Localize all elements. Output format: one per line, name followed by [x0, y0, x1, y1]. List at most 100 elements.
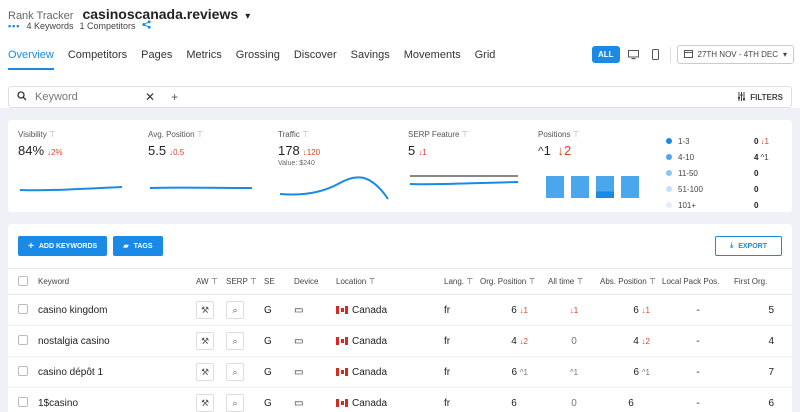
stat-value: 5.5	[148, 143, 167, 158]
export-button[interactable]: ⤓ EXPORT	[715, 236, 782, 256]
keyword-cell[interactable]: nostalgia casino	[38, 325, 196, 357]
date-range-picker[interactable]: 27TH NOV - 4TH DEC ▾	[676, 45, 794, 64]
col-aw-label: AW	[196, 277, 209, 286]
col-org-position[interactable]: Org. Position ⊤	[480, 268, 548, 295]
legend-row[interactable]: 4-10 4 ^1	[666, 149, 778, 165]
keyword-cell[interactable]: 1$casino	[38, 387, 196, 412]
tab-savings[interactable]: Savings	[350, 49, 390, 61]
legend-row[interactable]: 101+ 0	[666, 197, 778, 213]
device-date-controls: ALL 27TH NOV - 4TH DEC ▾	[591, 45, 794, 64]
location-label: Canada	[352, 397, 388, 409]
keyword-count: 4 Keywords	[26, 20, 74, 31]
table-row[interactable]: 1$casino ⚒ ⌕ G ▭ Canada fr 6 0 6 - 6	[8, 387, 792, 412]
tab-grid[interactable]: Grid	[474, 49, 496, 61]
serp-search-icon[interactable]: ⌕	[226, 332, 244, 350]
project-name[interactable]: casinoscanada.reviews	[82, 6, 239, 22]
all-devices-button[interactable]: ALL	[591, 46, 620, 63]
se-google-icon: G	[264, 387, 294, 412]
share-icon[interactable]	[141, 20, 151, 31]
tab-discover[interactable]: Discover	[293, 49, 337, 61]
legend-row[interactable]: 1-3 0 ↓1	[666, 133, 778, 149]
stat-value: 178	[278, 143, 300, 158]
desktop-device-icon: ▭	[294, 325, 336, 357]
all-time-cell: 0	[548, 325, 600, 357]
abs-delta: 1	[645, 367, 650, 377]
stat-visibility[interactable]: Visibility ⊤ 84% ↓2%	[18, 130, 63, 158]
pin-icon[interactable]: ⊤	[196, 130, 204, 139]
project-dropdown-icon[interactable]: ▾	[245, 11, 251, 22]
col-device[interactable]: Device	[294, 268, 336, 295]
first-org-cell: 7	[734, 356, 792, 388]
col-abs-position[interactable]: Abs. Position ⊤	[600, 268, 662, 295]
row-checkbox[interactable]	[18, 303, 28, 314]
tags-button[interactable]: ▰ TAGS	[113, 236, 163, 256]
col-location[interactable]: Location ⊤	[336, 268, 444, 295]
filters-button[interactable]: FILTERS	[737, 91, 783, 103]
serp-search-icon[interactable]: ⌕	[226, 363, 244, 381]
pin-icon[interactable]: ⊤	[301, 130, 309, 139]
tab-metrics[interactable]: Metrics	[186, 49, 222, 61]
project-subline: ••• 4 Keywords 1 Competitors	[8, 20, 151, 31]
aw-tool-icon[interactable]: ⚒	[196, 301, 214, 319]
col-serp[interactable]: SERP ⊤	[226, 268, 264, 295]
stat-traffic[interactable]: Traffic ⊤ 178 ↓120 Value: $240	[278, 130, 321, 167]
add-keywords-button[interactable]: + ADD KEYWORDS	[18, 236, 108, 256]
alltime-delta: 1	[573, 367, 579, 377]
serp-feature-sparkline	[409, 175, 519, 186]
org-position-cell: 4 ↓2	[480, 325, 548, 357]
abs-position-cell: 6	[600, 387, 662, 412]
tab-pages[interactable]: Pages	[141, 49, 173, 61]
serp-search-icon[interactable]: ⌕	[226, 301, 244, 319]
serp-search-icon[interactable]: ⌕	[226, 394, 244, 412]
stat-positions[interactable]: Positions ⊤ ^1 ↓2	[538, 130, 580, 158]
first-org-cell: 4	[734, 325, 792, 357]
keyword-cell[interactable]: casino dépôt 1	[38, 356, 196, 388]
col-all-time[interactable]: All time ⊤	[548, 268, 600, 295]
tab-movements[interactable]: Movements	[403, 49, 461, 61]
org-position-cell: 6	[480, 387, 548, 412]
positions-up: 1	[543, 143, 551, 158]
tab-grossing[interactable]: Grossing	[235, 49, 280, 61]
aw-tool-icon[interactable]: ⚒	[196, 363, 214, 381]
lang-cell: fr	[444, 387, 480, 412]
row-checkbox[interactable]	[18, 365, 28, 376]
table-row[interactable]: casino dépôt 1 ⚒ ⌕ G ▭ Canada fr 6 ^1 ^1…	[8, 356, 792, 388]
col-lang[interactable]: Lang. ⊤	[444, 268, 480, 295]
legend-row[interactable]: 51-100 0	[666, 181, 778, 197]
search-input[interactable]: Keyword	[35, 91, 78, 103]
row-checkbox[interactable]	[18, 334, 28, 345]
desktop-icon[interactable]	[626, 48, 642, 62]
col-se[interactable]: SE	[264, 268, 294, 295]
all-time-cell: ^1	[548, 356, 600, 388]
stat-serp-feature[interactable]: SERP Feature ⊤ 5 ↓1	[408, 130, 469, 158]
org-value: 6	[511, 366, 517, 378]
keyword-search-bar: Keyword ✕ + FILTERS	[8, 86, 792, 108]
col-aw[interactable]: AW ⊤	[196, 268, 226, 295]
stat-avg-position[interactable]: Avg. Position ⊤ 5.5 ↓0.5	[148, 130, 204, 158]
legend-row[interactable]: 11-50 0	[666, 165, 778, 181]
table-row[interactable]: nostalgia casino ⚒ ⌕ G ▭ Canada fr 4 ↓2 …	[8, 325, 792, 357]
tab-competitors[interactable]: Competitors	[67, 49, 128, 61]
tab-bar: Overview Competitors Pages Metrics Gross…	[8, 49, 495, 70]
more-icon[interactable]: •••	[8, 20, 21, 31]
col-local-pack[interactable]: Local Pack Pos.	[662, 268, 734, 295]
col-keyword[interactable]: Keyword	[38, 268, 196, 295]
breadcrumb-section[interactable]: Rank Tracker	[8, 10, 74, 22]
tab-overview[interactable]: Overview	[8, 49, 54, 70]
mobile-icon[interactable]	[648, 48, 664, 62]
aw-tool-icon[interactable]: ⚒	[196, 394, 214, 412]
location-label: Canada	[352, 366, 388, 378]
aw-tool-icon[interactable]: ⚒	[196, 332, 214, 350]
pin-icon[interactable]: ⊤	[461, 130, 469, 139]
row-checkbox[interactable]	[18, 396, 28, 407]
col-first-org[interactable]: First Org.	[734, 268, 792, 295]
clear-icon[interactable]: ✕	[145, 90, 156, 104]
table-row[interactable]: casino kingdom ⚒ ⌕ G ▭ Canada fr 6 ↓1 ↓1…	[8, 294, 792, 326]
pin-icon[interactable]: ⊤	[572, 130, 580, 139]
add-filter-icon[interactable]: +	[171, 90, 179, 104]
legend-range: 101+	[678, 200, 697, 210]
first-org-cell: 6	[734, 387, 792, 412]
pin-icon[interactable]: ⊤	[48, 130, 56, 139]
keyword-cell[interactable]: casino kingdom	[38, 294, 196, 326]
select-all-checkbox[interactable]	[18, 275, 28, 286]
